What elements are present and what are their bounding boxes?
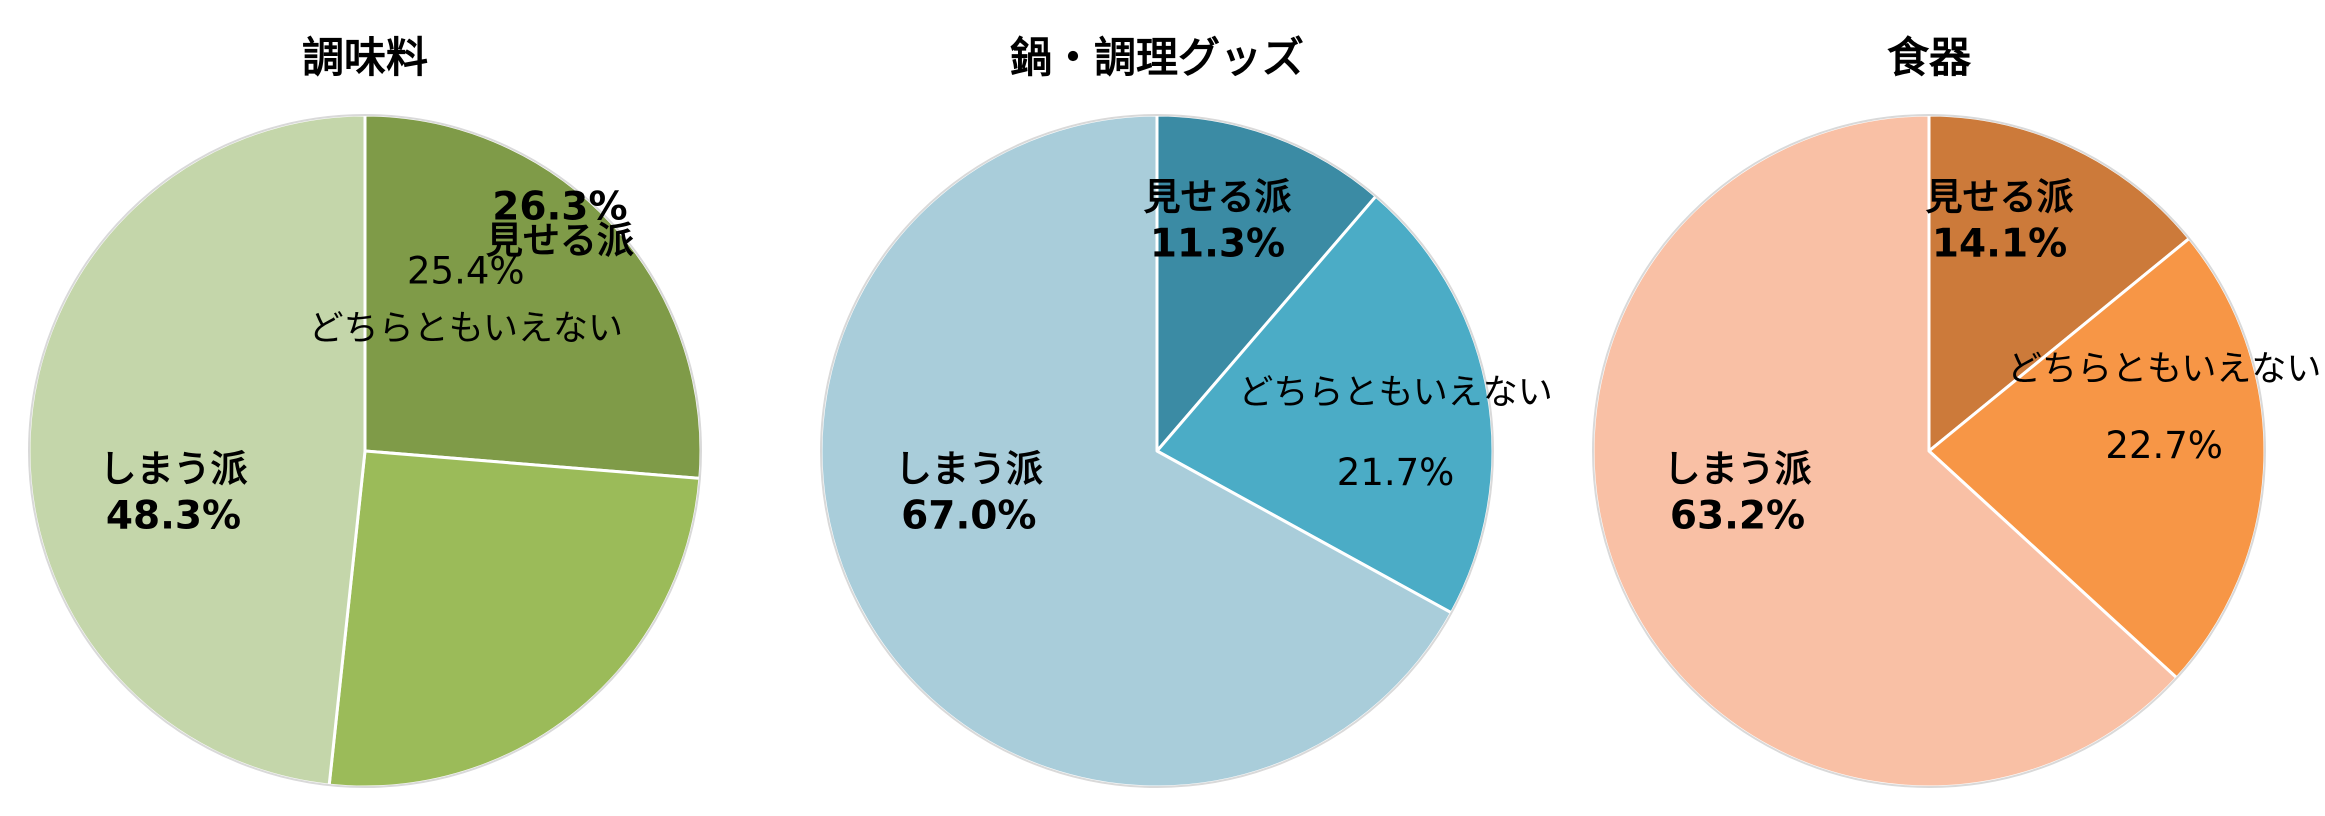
slice-value-show: 14.1% <box>1932 222 2067 267</box>
slice-label-show: 見せる派 <box>486 219 634 262</box>
slice-value-neutral: 25.4% <box>407 249 525 292</box>
slice-value-show: 26.3% <box>492 185 627 230</box>
chart-title: 調味料 <box>302 33 428 82</box>
slice-label-neutral: どちらともいえない <box>1238 373 1552 413</box>
pie-rim <box>28 114 702 788</box>
chart-title: 鍋・調理グッズ <box>1010 33 1304 82</box>
chart-title: 食器 <box>1887 33 1972 82</box>
slice-value-store: 67.0% <box>901 494 1036 539</box>
slice-label-show: 見せる派 <box>1143 176 1291 219</box>
slice-value-neutral: 21.7% <box>1337 451 1455 494</box>
slice-value-store: 48.3% <box>106 494 241 539</box>
pie-slice-show <box>363 113 703 480</box>
slice-label-neutral: どちらともいえない <box>2007 349 2321 389</box>
slice-value-store: 63.2% <box>1670 494 1805 539</box>
pie-rim <box>1592 114 2266 788</box>
slice-label-neutral: どちらともいえない <box>309 309 623 349</box>
slice-label-show: 見せる派 <box>1926 176 2074 219</box>
slice-value-show: 11.3% <box>1150 222 1285 267</box>
slice-label-store: しまう派 <box>99 448 247 491</box>
slice-value-neutral: 22.7% <box>2105 424 2223 467</box>
slice-label-store: しまう派 <box>1663 448 1811 491</box>
pie-slice-neutral <box>327 449 702 789</box>
slice-label-store: しまう派 <box>895 448 1043 491</box>
pie-rim <box>820 114 1494 788</box>
